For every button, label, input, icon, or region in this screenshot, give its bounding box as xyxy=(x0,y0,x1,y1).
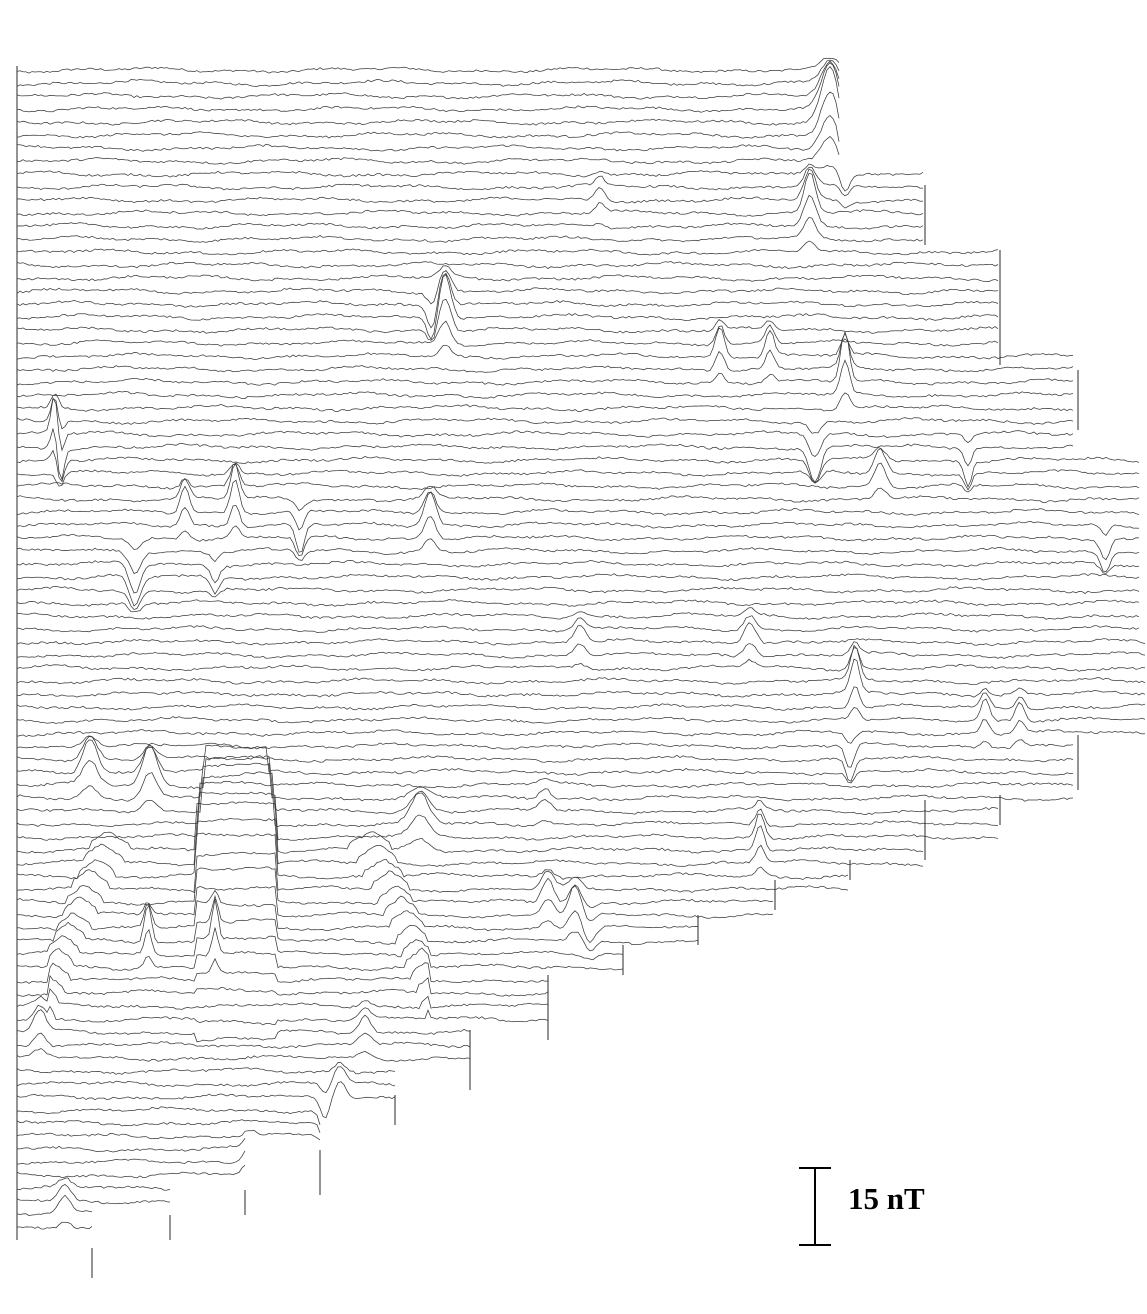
trace-line xyxy=(16,298,999,341)
trace-line xyxy=(16,586,1140,611)
trace-line xyxy=(16,462,1140,493)
trace-line xyxy=(16,1150,246,1165)
trace-line xyxy=(16,686,1146,711)
trace-line xyxy=(16,698,1146,724)
trace-line xyxy=(16,265,999,282)
trace-line xyxy=(16,1004,549,1026)
trace-line xyxy=(16,927,624,971)
trace-line xyxy=(16,647,1146,672)
trace-line xyxy=(16,866,774,908)
trace-line xyxy=(17,1032,471,1049)
trace-line xyxy=(16,771,999,815)
trace-line xyxy=(16,743,1074,790)
trace-line xyxy=(16,270,999,305)
trace-line xyxy=(16,957,549,984)
trace-line xyxy=(16,272,999,329)
trace-line xyxy=(16,428,1074,483)
trace-line xyxy=(16,1081,396,1119)
trace-line xyxy=(16,1164,246,1179)
trace-line xyxy=(16,91,840,139)
trace-line xyxy=(16,538,1140,574)
trace-line xyxy=(16,479,1140,531)
trace-line xyxy=(16,599,1140,613)
trace-line xyxy=(16,332,1074,373)
trace-line xyxy=(16,166,923,197)
trace-line xyxy=(16,1048,471,1062)
trace-line xyxy=(16,762,1074,802)
trace-line xyxy=(16,392,1074,412)
trace-line xyxy=(16,447,1140,488)
trace-line xyxy=(16,894,699,952)
trace-line xyxy=(16,172,924,217)
trace-line xyxy=(16,988,549,1010)
trace-line xyxy=(16,832,849,880)
trace-line xyxy=(16,491,1140,553)
trace-line xyxy=(16,735,1074,768)
trace-line xyxy=(16,801,924,854)
trace-line xyxy=(16,644,1146,685)
trace-line xyxy=(16,1194,93,1216)
trace-line xyxy=(16,615,1140,633)
trace-line xyxy=(17,885,774,922)
trace-line xyxy=(17,320,999,347)
trace-line xyxy=(16,818,924,867)
trace-line xyxy=(16,261,999,269)
trace-line xyxy=(16,974,549,997)
trace-line xyxy=(16,1177,171,1191)
trace-line xyxy=(16,851,849,893)
trace-line xyxy=(16,1106,321,1126)
trace-line xyxy=(16,240,999,256)
trace-line xyxy=(16,791,999,841)
trace-line xyxy=(16,1184,171,1205)
trace-line xyxy=(16,1119,321,1133)
trace-line xyxy=(16,397,1074,434)
trace-line xyxy=(17,1138,246,1153)
trace-line xyxy=(16,397,1074,457)
trace-line xyxy=(16,60,840,100)
trace-line xyxy=(16,114,840,152)
trace-line xyxy=(16,1066,396,1094)
trace-line xyxy=(16,736,1074,782)
trace-line xyxy=(16,780,999,828)
trace-line xyxy=(16,889,699,944)
trace-line xyxy=(16,359,1074,399)
trace-line xyxy=(16,194,924,230)
trace-line xyxy=(16,163,924,192)
trace-line xyxy=(16,168,924,209)
trace-line xyxy=(16,719,1146,744)
scale-bar xyxy=(799,1167,831,1246)
trace-line xyxy=(16,59,840,87)
trace-line xyxy=(16,66,840,126)
trace-line xyxy=(16,57,840,74)
trace-line xyxy=(16,462,1140,512)
trace-line xyxy=(16,274,999,340)
trace-line xyxy=(16,327,1074,360)
trace-line xyxy=(16,658,1146,698)
traceplot-lines xyxy=(16,57,1146,1230)
trace-line xyxy=(16,607,1140,620)
trace-line xyxy=(16,560,1140,594)
trace-line xyxy=(16,62,840,113)
trace-line xyxy=(16,135,840,165)
trace-line xyxy=(16,899,624,961)
trace-line xyxy=(16,573,1140,607)
trace-line xyxy=(16,641,1146,659)
scale-bar-label: 15 nT xyxy=(848,1181,925,1216)
trace-line xyxy=(16,216,924,243)
trace-line xyxy=(16,739,1074,784)
trace-line xyxy=(16,1062,396,1075)
trace-line xyxy=(16,622,1146,646)
line-end-ticks xyxy=(91,185,1079,1278)
trace-line xyxy=(17,1221,93,1230)
trace-line xyxy=(16,448,1140,491)
trace-line xyxy=(16,330,1074,386)
trace-line xyxy=(16,1129,321,1141)
trace-line xyxy=(16,516,1140,561)
trace-line xyxy=(16,1009,470,1043)
